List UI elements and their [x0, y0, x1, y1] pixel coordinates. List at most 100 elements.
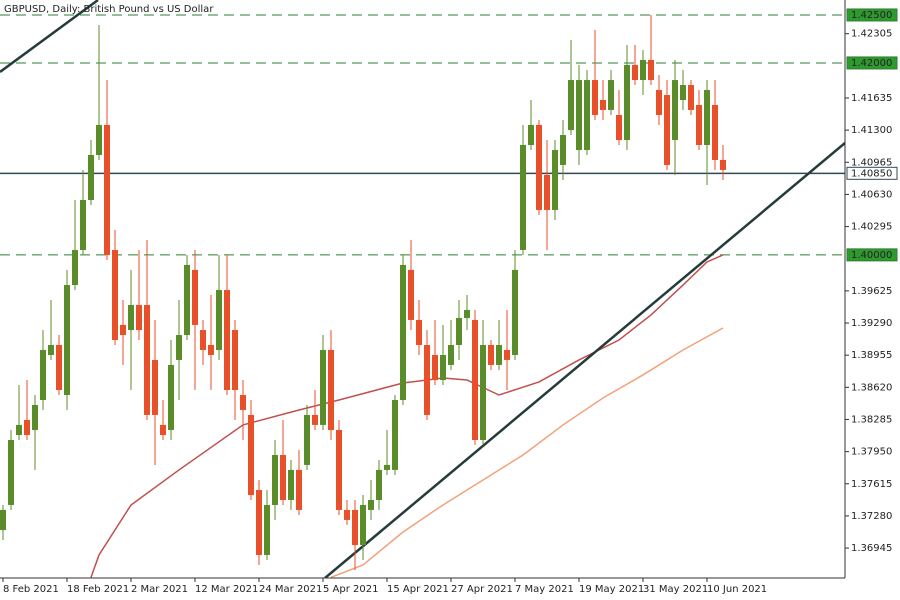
candle-body — [312, 414, 318, 425]
candle-body — [536, 124, 542, 210]
candle-body — [608, 80, 614, 110]
level-label: 1.40000 — [851, 250, 892, 261]
x-tick-label: 5 Apr 2021 — [323, 584, 378, 595]
candle-body — [632, 64, 638, 81]
candle-body — [264, 504, 270, 555]
y-tick-label: 1.39290 — [851, 318, 892, 329]
candle-body — [416, 319, 422, 345]
candle-body — [280, 454, 286, 500]
level-label-bg — [846, 8, 898, 22]
candle-body — [64, 285, 70, 395]
y-tick-label: 1.41300 — [851, 125, 892, 136]
candle-body — [640, 59, 646, 81]
level-label: 1.40850 — [851, 168, 892, 179]
candle-body — [0, 509, 6, 531]
candle-body — [40, 349, 46, 400]
x-tick-label: 7 May 2021 — [515, 584, 574, 595]
candle-body — [400, 264, 406, 400]
candle-body — [456, 318, 462, 345]
candle-body — [648, 59, 654, 81]
candle-body — [688, 85, 694, 110]
candle-body — [192, 269, 198, 325]
level-label: 1.42500 — [851, 10, 892, 21]
candle-body — [120, 324, 126, 336]
candle-body — [656, 90, 662, 115]
candle-body — [56, 344, 62, 391]
candle-body — [512, 269, 518, 355]
candle-body — [248, 414, 254, 495]
y-tick-label: 1.38285 — [851, 414, 892, 425]
x-tick-label: 12 Mar 2021 — [195, 584, 258, 595]
y-tick-label: 1.37615 — [851, 479, 892, 490]
y-tick-label: 1.39625 — [851, 286, 892, 297]
trend-line — [324, 142, 845, 578]
candle-body — [328, 349, 334, 431]
candle-body — [720, 159, 726, 170]
candle-body — [408, 269, 414, 320]
candle-body — [136, 304, 142, 331]
candle-body — [240, 394, 246, 410]
level-label-bg — [846, 56, 898, 70]
level-label-bg — [846, 248, 898, 262]
candle-body — [208, 344, 214, 355]
candle-body — [448, 344, 454, 365]
candle-body — [352, 509, 358, 545]
y-tick-label: 1.40295 — [851, 222, 892, 233]
candle-body — [176, 335, 182, 360]
candle-body — [376, 469, 382, 500]
candle-body — [152, 359, 158, 415]
candle-body — [680, 85, 686, 100]
candle-body — [256, 489, 262, 555]
candle-body — [616, 114, 622, 141]
candle-body — [664, 95, 670, 165]
candle-body — [72, 249, 78, 286]
y-tick-label: 1.41635 — [851, 93, 892, 104]
candle-body — [672, 80, 678, 141]
candle-body — [48, 344, 54, 355]
candle-body — [496, 344, 502, 365]
candle-body — [384, 464, 390, 470]
candle-body — [24, 419, 30, 436]
x-tick-label: 31 May 2021 — [643, 584, 708, 595]
trend-line — [0, 0, 99, 73]
x-tick-label: 27 Apr 2021 — [451, 584, 513, 595]
candle-body — [600, 99, 606, 110]
candle-body — [464, 309, 470, 319]
candle-body — [88, 154, 94, 200]
candle-body — [16, 424, 22, 436]
y-tick-label: 1.38955 — [851, 350, 892, 361]
candle-body — [104, 124, 110, 255]
y-tick-label: 1.36945 — [851, 543, 892, 554]
chart-title: GBPUSD, Daily: British Pound vs US Dolla… — [4, 4, 214, 15]
candle-body — [160, 424, 166, 436]
candle-body — [704, 90, 710, 146]
candle-body — [696, 104, 702, 146]
candle-body — [296, 469, 302, 510]
candle-body — [128, 304, 134, 331]
candle-body — [528, 124, 534, 146]
candle-body — [344, 509, 350, 520]
level-label-bg — [846, 166, 898, 180]
moving-average — [330, 327, 724, 578]
candle-body — [8, 440, 14, 505]
candle-body — [472, 319, 478, 441]
y-tick-label: 1.38620 — [851, 382, 892, 393]
x-tick-label: 2 Mar 2021 — [131, 584, 188, 595]
candle-body — [224, 290, 230, 391]
candle-body — [624, 64, 630, 141]
candle-body — [232, 330, 238, 391]
x-tick-label: 15 Apr 2021 — [387, 584, 449, 595]
candle-body — [360, 504, 366, 545]
x-tick-label: 18 Feb 2021 — [67, 584, 129, 595]
candle-body — [288, 469, 294, 500]
x-tick-label: 10 Jun 2021 — [707, 584, 767, 595]
candle-body — [432, 354, 438, 381]
candle-body — [320, 349, 326, 425]
candle-body — [592, 80, 598, 115]
candle-body — [32, 404, 38, 431]
candle-body — [368, 499, 374, 510]
candle-body — [216, 290, 222, 350]
candle-body — [184, 264, 190, 336]
